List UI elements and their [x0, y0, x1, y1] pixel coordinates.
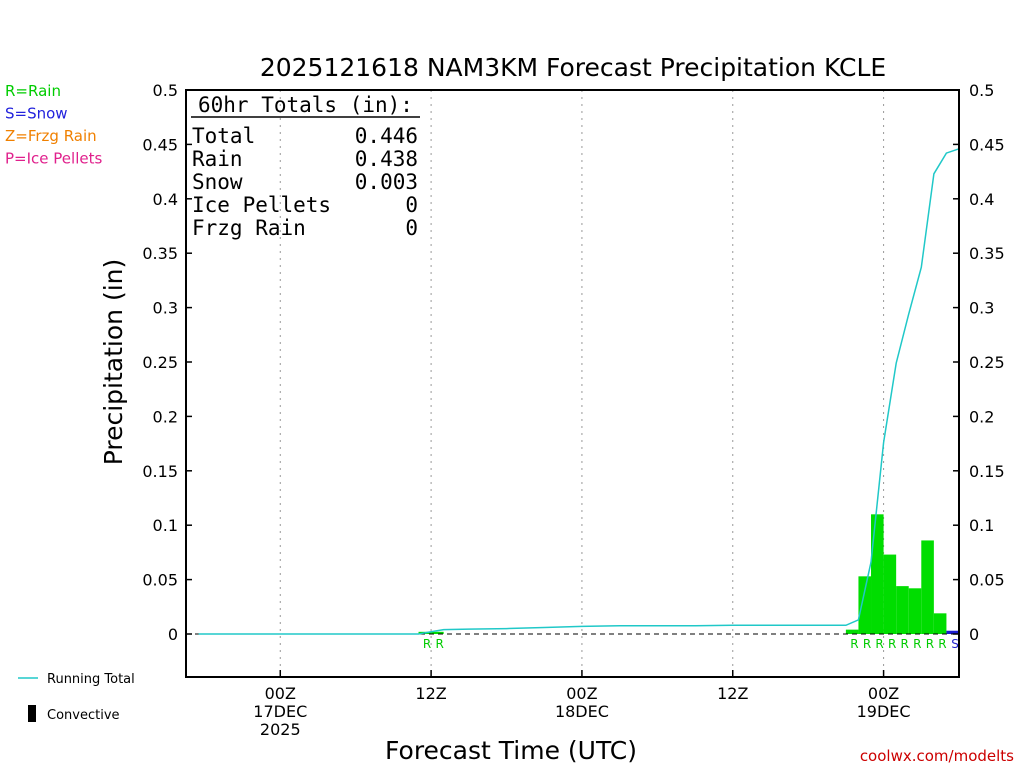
totals-row-label: Frzg Rain	[192, 216, 306, 240]
y-tick-label-right: 0.05	[969, 571, 1005, 590]
y-tick-label-left: 0.4	[153, 190, 178, 209]
y-tick-label-right: 0.15	[969, 462, 1005, 481]
x-tick-label: 18DEC	[555, 702, 609, 721]
y-tick-label-right: 0	[969, 625, 979, 644]
totals-row-label: Snow	[192, 170, 243, 194]
totals-row-value: 0	[405, 216, 418, 240]
totals-row-label: Rain	[192, 147, 243, 171]
precip-type-marker: R	[913, 637, 921, 651]
type-legend-item: S=Snow	[5, 105, 68, 123]
y-tick-label-left: 0.25	[142, 353, 178, 372]
y-tick-label-right: 0.2	[969, 407, 994, 426]
x-tick-label: 19DEC	[857, 702, 911, 721]
totals-row-label: Total	[192, 124, 255, 148]
y-tick-label-left: 0.35	[142, 244, 178, 263]
precip-type-marker: R	[938, 637, 946, 651]
x-tick-label: 00Z	[868, 684, 899, 703]
precip-type-marker: R	[901, 637, 909, 651]
precip-bar	[921, 540, 934, 634]
precip-bar	[896, 586, 909, 634]
precip-bar	[858, 576, 872, 634]
plot-frame	[185, 89, 960, 678]
precip-type-marker: R	[850, 637, 858, 651]
precip-type-marker: R	[926, 637, 934, 651]
precip-bar	[933, 613, 947, 634]
y-tick-label-left: 0.1	[153, 516, 178, 535]
precip-bar	[871, 514, 884, 634]
precip-bar	[908, 588, 922, 634]
y-tick-label-right: 0.45	[969, 135, 1005, 154]
totals-row-value: 0.438	[355, 147, 418, 171]
y-tick-label-left: 0.3	[153, 299, 178, 318]
y-tick-label-right: 0.25	[969, 353, 1005, 372]
precip-bar	[883, 554, 897, 634]
y-tick-label-right: 0.4	[969, 190, 994, 209]
running-total-line	[198, 148, 960, 635]
y-tick-label-right: 0.1	[969, 516, 994, 535]
bars-layer	[418, 514, 959, 634]
series-legend: Running Total Convective	[18, 672, 135, 723]
precip-type-legend: R=Rain S=Snow Z=Frzg Rain P=Ice Pellets	[5, 82, 102, 168]
legend-label: Convective	[47, 708, 120, 723]
y-tick-label-right: 0.5	[969, 81, 994, 100]
x-tick-label: 12Z	[415, 684, 446, 703]
legend-label: Running Total	[47, 672, 135, 687]
x-tick-label: 17DEC	[253, 702, 307, 721]
y-tick-label-left: 0.45	[142, 135, 178, 154]
y-tick-label-left: 0	[168, 625, 178, 644]
y-axis-label: Precipitation (in)	[99, 259, 128, 466]
type-legend-item: R=Rain	[5, 82, 61, 100]
precip-type-marker: S	[951, 637, 959, 651]
chart-title: 2025121618 NAM3KM Forecast Precipitation…	[260, 53, 886, 82]
totals-header: 60hr Totals (in):	[198, 93, 413, 117]
totals-row-value: 0	[405, 193, 418, 217]
type-legend-item: Z=Frzg Rain	[5, 127, 97, 145]
y-tick-label-right: 0.35	[969, 244, 1005, 263]
x-tick-label: 12Z	[717, 684, 748, 703]
precip-bar	[946, 630, 959, 634]
x-axis-label: Forecast Time (UTC)	[385, 736, 637, 765]
precip-type-marker: R	[863, 637, 871, 651]
x-tick-label: 00Z	[265, 684, 296, 703]
precip-type-marker: R	[875, 637, 883, 651]
legend-bar-swatch	[28, 705, 36, 722]
totals-row-value: 0.003	[355, 170, 418, 194]
y-tick-label-left: 0.5	[153, 81, 178, 100]
precip-bar	[845, 629, 859, 634]
type-legend-item: P=Ice Pellets	[5, 150, 102, 168]
x-tick-label: 00Z	[566, 684, 597, 703]
precip-type-marker: R	[888, 637, 896, 651]
precip-bar	[431, 631, 444, 634]
credit-link[interactable]: coolwx.com/modelts	[860, 747, 1014, 765]
totals-row-label: Ice Pellets	[192, 193, 331, 217]
y-axis: 0 00.05 0.050.1 0.10.15 0.150.2 0.20.25 0.250.…	[142, 81, 1004, 644]
totals-box: 60hr Totals (in): Total 0.446 Rain 0.438 Snow…	[191, 93, 420, 240]
y-tick-label-left: 0.2	[153, 407, 178, 426]
precip-type-marker: R	[423, 637, 431, 651]
x-tick-label: 2025	[260, 720, 301, 739]
y-tick-label-left: 0.15	[142, 462, 178, 481]
totals-row-value: 0.446	[355, 124, 418, 148]
precip-type-marker: R	[435, 637, 443, 651]
y-tick-label-left: 0.05	[142, 571, 178, 590]
y-tick-label-right: 0.3	[969, 299, 994, 318]
